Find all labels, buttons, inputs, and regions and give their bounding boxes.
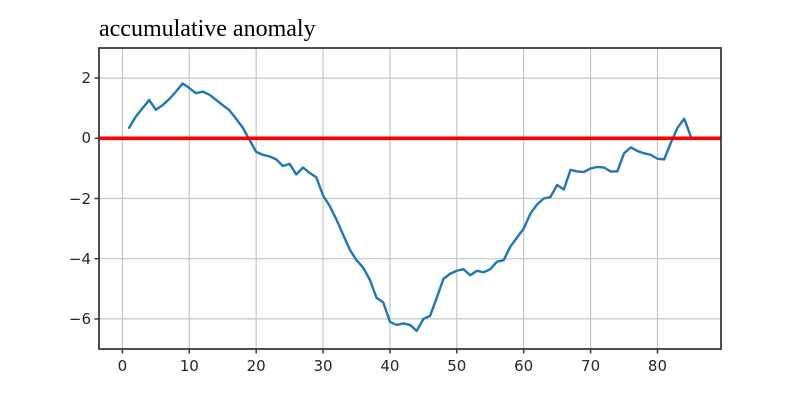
x-axis-tick-label: 60	[514, 357, 534, 375]
x-axis-tick-label: 70	[581, 357, 601, 375]
x-axis-tick-label: 0	[117, 357, 128, 375]
y-axis-tick-label: −4	[68, 249, 91, 268]
x-axis-tick-label: 20	[246, 357, 266, 375]
y-axis-tick-label: 0	[81, 129, 91, 148]
chart-title: accumulative anomaly	[99, 16, 316, 42]
x-axis-tick-label: 30	[313, 357, 333, 375]
x-axis-tick-label: 80	[647, 357, 667, 375]
y-axis-tick-label: −6	[68, 309, 91, 328]
axes-spines	[98, 47, 722, 350]
x-axis-tick-label: 10	[179, 357, 199, 375]
y-axis-tick-label: 2	[81, 69, 91, 88]
x-axis-tick-label: 50	[447, 357, 467, 375]
data-line-series	[127, 82, 693, 333]
x-axis-tick-label: 40	[380, 357, 400, 375]
line-chart-plot-area	[94, 47, 722, 354]
y-axis-tick-label: −2	[68, 189, 91, 208]
